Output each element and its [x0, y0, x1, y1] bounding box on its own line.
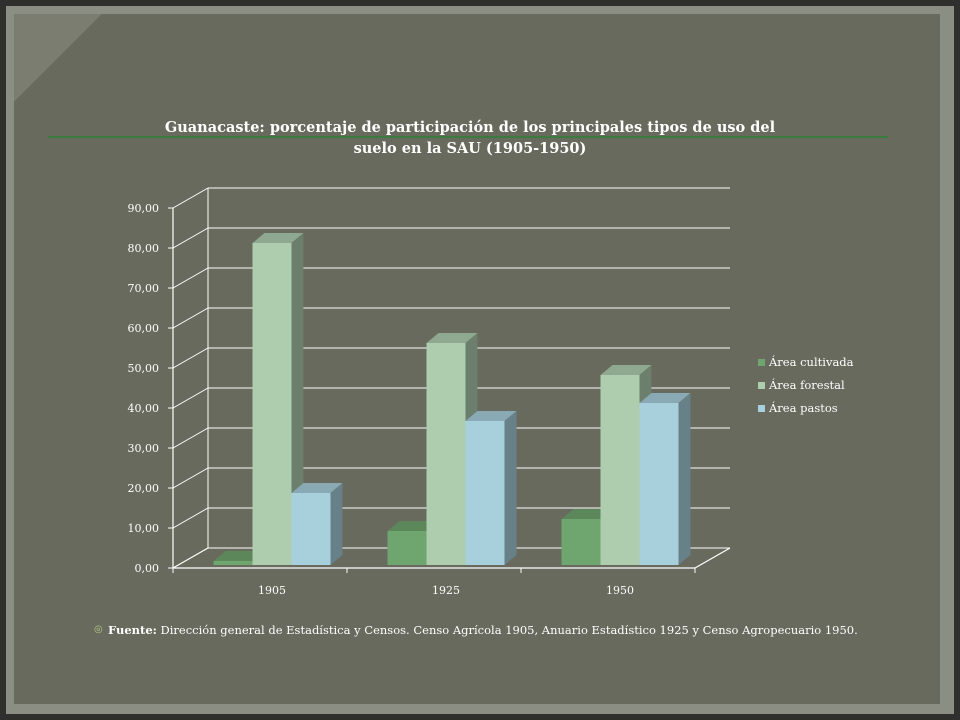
bar-front: [291, 493, 331, 565]
y-tick-label: 50,00: [128, 362, 160, 375]
bar-top: [600, 365, 652, 375]
bar: [252, 233, 304, 565]
y-tick-label: 10,00: [128, 522, 160, 535]
bar-front: [561, 519, 601, 565]
floor-left-edge: [172, 547, 209, 569]
gridline-side: [172, 387, 209, 409]
bar: [465, 411, 517, 565]
gridline-side: [172, 307, 209, 329]
title-rule: [48, 136, 888, 138]
label-layer: 0,00 10,00 20,00 30,00 40,00 50,00 60,00 70,00 8…: [128, 202, 635, 597]
gridline-side: [172, 347, 209, 369]
bar: [291, 483, 343, 565]
bar: [639, 393, 691, 565]
legend-swatch: [758, 382, 765, 389]
bar-front: [387, 531, 427, 565]
bar-top: [426, 333, 478, 343]
bar-top: [465, 411, 517, 421]
y-tick-label: 70,00: [128, 282, 160, 295]
bar-front: [252, 243, 292, 565]
bar-top: [252, 233, 304, 243]
y-tick-label: 20,00: [128, 482, 160, 495]
bar-side: [504, 411, 517, 565]
gridline-side: [172, 467, 209, 489]
y-tick-label: 30,00: [128, 442, 160, 455]
bar-front: [465, 421, 505, 565]
bar-top: [387, 521, 439, 531]
y-tick-label: 80,00: [128, 242, 160, 255]
chart-title: Guanacaste: porcentaje de participación …: [164, 119, 776, 157]
y-tick-label: 90,00: [128, 202, 160, 215]
y-tick-label: 0,00: [135, 562, 160, 575]
bar-front: [426, 343, 466, 565]
bar-side: [678, 393, 691, 565]
bar-side: [291, 233, 304, 565]
source-label: Fuente:: [108, 623, 157, 637]
bar-top: [291, 483, 343, 493]
x-tick-label: 1950: [606, 584, 634, 597]
bar-front: [213, 561, 253, 565]
x-tick-label: 1925: [432, 584, 460, 597]
legend-swatch: [758, 405, 765, 412]
floor-right-edge: [694, 547, 731, 569]
y-tick-label: 60,00: [128, 322, 160, 335]
gridline-side: [172, 427, 209, 449]
legend-label: Área cultivada: [768, 355, 854, 369]
bar-side: [330, 483, 343, 565]
gridline-side: [172, 267, 209, 289]
bar-top: [561, 509, 613, 519]
gridline-side: [172, 507, 209, 529]
source-text: Dirección general de Estadística y Censo…: [156, 623, 858, 637]
x-tick-label: 1905: [258, 584, 286, 597]
gridline-side: [172, 187, 209, 209]
gridline-side: [172, 227, 209, 249]
legend-swatch: [758, 359, 765, 366]
bar-top: [639, 393, 691, 403]
bar-front: [600, 375, 640, 565]
y-tick-label: 40,00: [128, 402, 160, 415]
bar-top: [213, 551, 265, 561]
bar-front: [639, 403, 679, 565]
bullet-icon: ◎: [94, 624, 103, 635]
legend-label: Área forestal: [768, 378, 845, 392]
legend-label: Área pastos: [768, 401, 838, 415]
bar-layer: [213, 233, 691, 565]
legend-layer: Área cultivada Área forestal Área pastos: [758, 355, 854, 415]
source-note: ◎ Fuente: Dirección general de Estadísti…: [94, 623, 904, 637]
